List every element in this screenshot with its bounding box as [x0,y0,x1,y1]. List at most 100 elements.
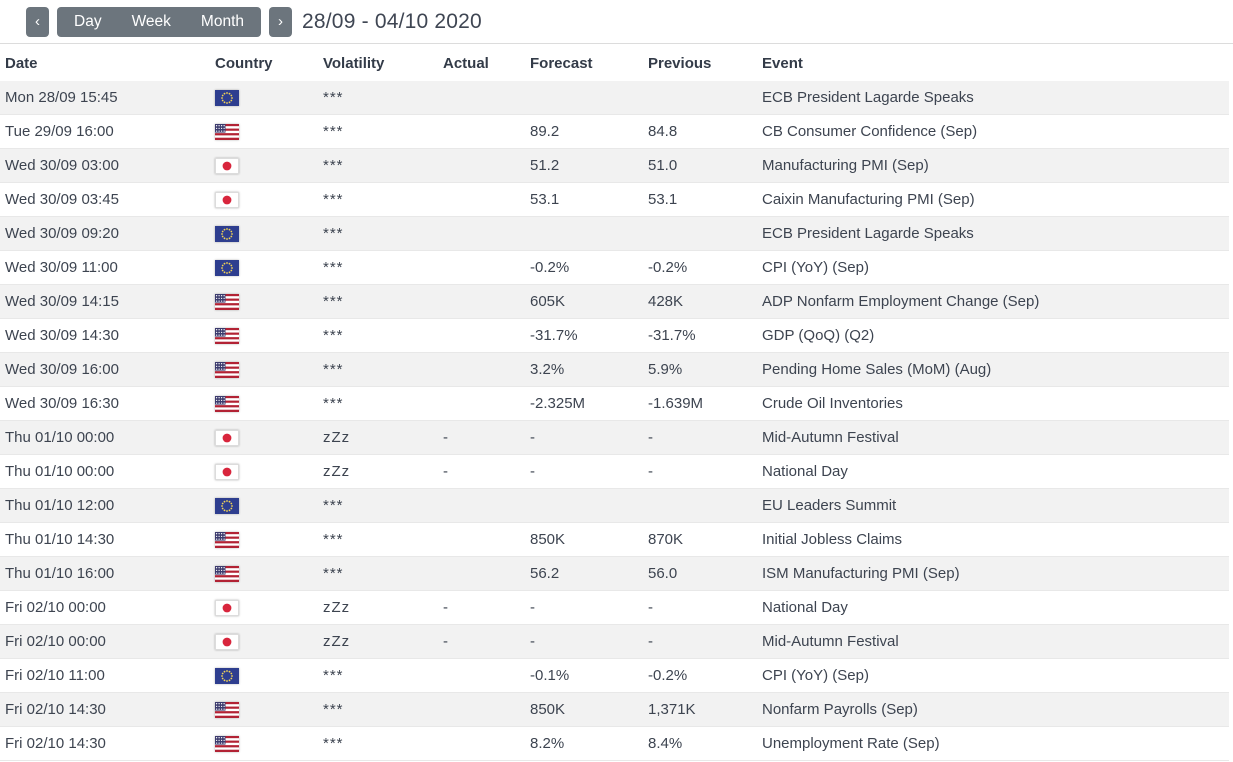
date-cell: Thu 01/10 00:00 [5,463,115,480]
forecast-cell: 8.2% [530,735,565,752]
forecast-cell: -0.1% [530,667,570,684]
table-row: Wed 30/09 14:15 *** 605K 428K ADP Nonfarm Em… [0,284,1229,319]
table-row: Mon 28/09 15:45 *** ECB President Lagarde … [0,81,1229,115]
date-cell: Wed 30/09 14:30 [5,327,119,344]
event-cell: EU Leaders Summit [762,497,897,514]
us-flag-icon [215,701,239,719]
country-cell [210,353,318,387]
jp-flag-icon [215,157,239,175]
forecast-cell: 53.1 [530,191,560,208]
event-cell: ECB President Lagarde Speaks [762,225,974,242]
forecast-cell: - [530,633,535,650]
previous-cell: 870K [648,531,684,548]
tab-week[interactable]: Week [132,7,171,37]
date-cell: Thu 01/10 16:00 [5,565,115,582]
volatility-cell: *** [323,89,344,106]
country-cell [210,591,318,625]
previous-cell: 1,371K [648,701,696,718]
tab-month[interactable]: Month [201,7,244,37]
date-cell: Thu 01/10 12:00 [5,497,115,514]
table-row: Fri 02/10 00:00 zZz - - - National Day [0,591,1229,625]
volatility-cell: *** [323,225,344,242]
event-cell: GDP (QoQ) (Q2) [762,327,875,344]
previous-cell: -31.7% [648,327,696,344]
volatility-cell: *** [323,123,344,140]
previous-cell: -1.639M [648,395,704,412]
forecast-cell: -0.2% [530,259,570,276]
event-cell: Unemployment Rate (Sep) [762,735,940,752]
country-cell [210,625,318,659]
actual-cell [438,659,525,693]
forecast-cell [525,81,643,115]
us-flag-icon [215,395,239,413]
date-cell: Mon 28/09 15:45 [5,89,118,106]
us-flag-icon [215,327,239,345]
date-cell: Fri 02/10 00:00 [5,633,106,650]
country-cell [210,455,318,489]
event-cell: Mid-Autumn Festival [762,633,899,650]
view-switcher: Day Week Month [57,6,262,37]
previous-cell [643,217,757,251]
date-cell: Wed 30/09 16:00 [5,361,119,378]
actual-cell: - [443,633,448,650]
table-row: Wed 30/09 03:00 *** 51.2 51.0 Manufacturing … [0,148,1229,183]
forecast-cell: - [530,463,535,480]
date-cell: Fri 02/10 00:00 [5,599,106,616]
us-flag-icon [215,565,239,583]
table-row: Fri 02/10 00:00 zZz - - - Mid-Autumn Festival [0,624,1229,659]
date-cell: Wed 30/09 16:30 [5,395,119,412]
event-cell: ISM Manufacturing PMI (Sep) [762,565,960,582]
previous-cell: -0.2% [648,667,688,684]
eu-flag-icon [215,225,239,243]
table-row: Tue 29/09 16:00 *** 89.2 84.8 CB Consumer Co… [0,115,1229,149]
prev-week-button[interactable]: ‹ [26,6,49,37]
actual-cell [438,557,525,591]
volatility-cell: *** [323,667,344,684]
date-cell: Fri 02/10 14:30 [5,701,106,718]
column-header-event: Event [762,55,803,72]
country-cell [210,251,318,285]
country-cell [210,285,318,319]
previous-cell: 84.8 [648,123,678,140]
previous-cell: 56.0 [648,565,678,582]
previous-cell: 53.1 [648,191,678,208]
event-cell: Manufacturing PMI (Sep) [762,157,929,174]
table-row: Thu 01/10 12:00 *** EU Leaders Summit [0,488,1229,523]
forecast-cell: 850K [530,531,566,548]
column-header-date: Date [5,55,38,72]
eu-flag-icon [215,667,239,685]
country-cell [210,523,318,557]
actual-cell [438,693,525,727]
actual-cell [438,387,525,421]
date-cell: Wed 30/09 09:20 [5,225,119,242]
jp-flag-icon [215,633,239,651]
event-cell: CPI (YoY) (Sep) [762,259,869,276]
volatility-cell: zZz [323,633,351,650]
previous-cell: 428K [648,293,684,310]
forecast-cell [525,489,643,523]
volatility-cell: *** [323,735,344,752]
actual-cell [438,251,525,285]
event-cell: ADP Nonfarm Employment Change (Sep) [762,293,1040,310]
previous-cell: 5.9% [648,361,683,378]
date-cell: Thu 01/10 14:30 [5,531,115,548]
next-week-button[interactable]: › [269,6,293,37]
actual-cell: - [443,599,448,616]
date-cell: Wed 30/09 11:00 [5,259,118,276]
us-flag-icon [215,531,239,549]
date-range-label: 28/09 - 04/10 2020 [302,9,482,33]
actual-cell [438,149,525,183]
table-row: Wed 30/09 14:30 *** -31.7% -31.7% GDP (QoQ) … [0,319,1229,353]
actual-cell [438,727,525,761]
date-cell: Fri 02/10 11:00 [5,667,105,684]
volatility-cell: *** [323,327,344,344]
date-cell: Wed 30/09 14:15 [5,293,119,310]
forecast-cell: 3.2% [530,361,565,378]
event-cell: CB Consumer Confidence (Sep) [762,123,978,140]
forecast-cell: -2.325M [530,395,586,412]
forecast-cell: - [530,599,535,616]
table-header-row: Date Country Volatility Actual Forecast … [0,44,1229,81]
tab-day[interactable]: Day [74,7,102,37]
eu-flag-icon [215,497,239,515]
previous-cell: -0.2% [648,259,688,276]
